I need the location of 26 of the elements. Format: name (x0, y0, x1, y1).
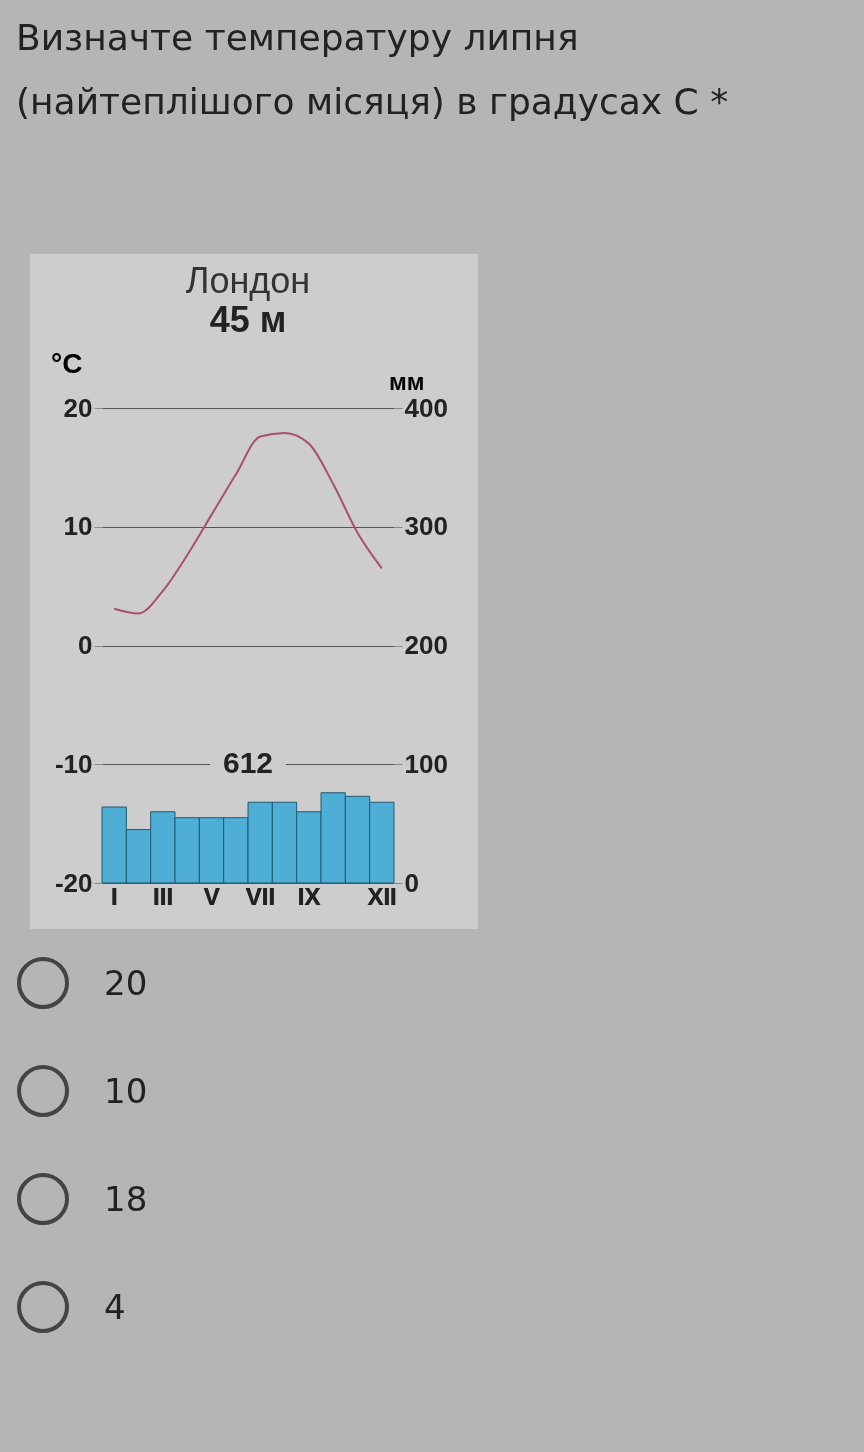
y2-tick-label: 200 (404, 630, 448, 660)
chart-subtitle: Лондон (185, 260, 311, 301)
y-tick-label: 10 (63, 511, 93, 542)
y2-tick-label: 100 (404, 748, 448, 779)
text: 4 (104, 1287, 126, 1327)
text: 10 (104, 1071, 148, 1111)
chart-title: Визначте температуру липня (найтеплішого місяця) в градусах С * (15, 16, 730, 124)
y2-tick-label: 300 (404, 511, 448, 542)
y-tick-label: 0 (78, 630, 93, 660)
y2-tick-label: 400 (404, 392, 448, 423)
line-series (113, 431, 383, 615)
x-tick-label: III (153, 882, 174, 910)
x-tick-label: IX (297, 882, 321, 910)
text: 18 (104, 1179, 148, 1219)
x-tick-label: V (203, 882, 221, 910)
y2-axis-title: мм (388, 367, 425, 395)
y-tick-label: -20 (54, 867, 93, 898)
x-tick-label: VII (245, 882, 276, 910)
annotation: 612 (222, 746, 274, 780)
y-tick-label: 20 (63, 392, 93, 423)
y2-tick-label: 0 (404, 867, 419, 898)
y-axis-title: °C (51, 347, 83, 379)
x-tick-label: I (111, 882, 118, 910)
y-tick-label: -10 (54, 748, 93, 779)
text: 20 (104, 963, 148, 1003)
x-tick-label: XII (367, 882, 398, 910)
